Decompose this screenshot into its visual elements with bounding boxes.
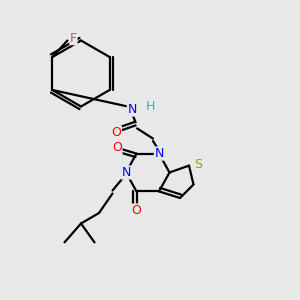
Text: N: N (127, 103, 137, 116)
Text: F: F (70, 32, 77, 45)
Text: N: N (121, 166, 131, 179)
Text: N: N (154, 147, 164, 160)
Text: H: H (145, 100, 155, 113)
Text: O: O (132, 204, 141, 217)
Text: S: S (194, 158, 202, 171)
Text: O: O (112, 141, 122, 154)
Text: O: O (112, 126, 121, 139)
